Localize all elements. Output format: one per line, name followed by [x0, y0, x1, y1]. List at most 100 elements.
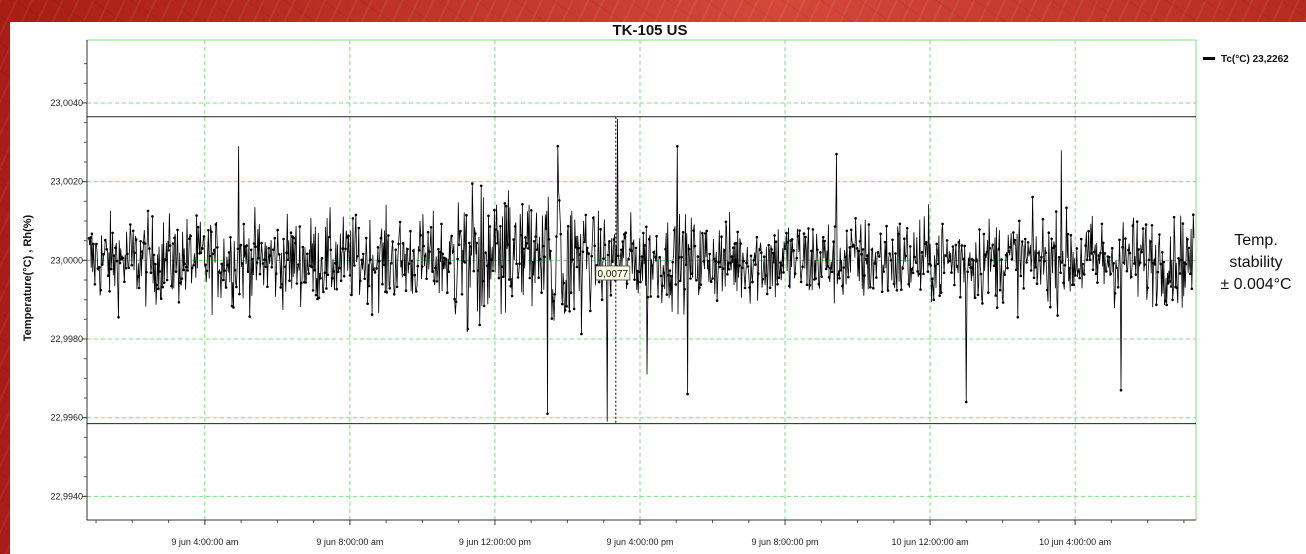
data-point [589, 309, 592, 313]
data-point [889, 259, 893, 262]
data-point [1131, 224, 1135, 227]
data-point [1138, 261, 1142, 264]
data-point [168, 244, 172, 247]
data-point [288, 279, 291, 283]
data-point [274, 272, 278, 276]
data-point [1075, 247, 1079, 250]
data-point [469, 245, 473, 248]
data-point [771, 251, 775, 255]
data-point [1016, 316, 1020, 319]
data-point [361, 252, 365, 256]
data-point [398, 220, 402, 224]
data-point [1097, 254, 1101, 257]
data-point [229, 236, 232, 239]
data-point [192, 264, 195, 267]
y-tick-label: 23,0000 [50, 255, 83, 265]
data-point [1175, 286, 1179, 290]
data-point [631, 242, 635, 245]
data-point [92, 242, 95, 246]
data-point [782, 271, 785, 274]
data-point [603, 243, 607, 247]
data-point [1003, 273, 1006, 277]
cursor[interactable]: 0,0077 [595, 116, 631, 424]
data-point [456, 257, 459, 261]
data-point [839, 269, 843, 272]
data-point [872, 286, 875, 290]
data-point [612, 238, 616, 241]
data-point [587, 252, 591, 255]
legend: Tc(°C) 23,2262 [1203, 54, 1289, 65]
data-point [130, 263, 134, 267]
data-point [499, 225, 502, 228]
data-point [295, 282, 299, 285]
data-point [737, 264, 741, 267]
data-point [973, 296, 977, 300]
data-point [459, 229, 462, 233]
data-point [260, 241, 263, 245]
data-point [864, 258, 868, 261]
data-point [102, 252, 105, 256]
data-point [653, 255, 657, 259]
data-point [485, 264, 489, 268]
data-point [882, 270, 885, 273]
data-point [1057, 255, 1061, 259]
x-tick-label: 9 jun 8:00:00 am [316, 537, 383, 547]
data-point [491, 269, 495, 273]
data-point [99, 288, 103, 292]
data-point [282, 237, 285, 241]
data-point [326, 273, 330, 277]
annotation-line1: Temp. [1234, 232, 1278, 249]
data-point [820, 275, 823, 278]
data-point [1020, 240, 1024, 243]
data-point [698, 286, 701, 289]
data-point [143, 242, 147, 245]
data-point [338, 266, 341, 270]
data-point [1125, 269, 1129, 273]
data-point [440, 222, 443, 226]
data-point [739, 242, 742, 245]
data-point [563, 308, 567, 312]
data-point [444, 257, 448, 261]
data-point [805, 283, 809, 287]
data-point [997, 247, 1000, 251]
data-point [556, 144, 560, 148]
data-point [516, 276, 520, 279]
data-point [841, 284, 844, 288]
data-point [220, 262, 223, 266]
data-point [717, 260, 720, 264]
data-point [776, 283, 779, 286]
data-point [948, 259, 952, 263]
data-point [1137, 248, 1140, 251]
data-point [936, 262, 940, 266]
data-point [350, 293, 353, 297]
data-point [1015, 268, 1018, 272]
data-point [515, 262, 518, 266]
data-point [699, 283, 703, 286]
data-point [692, 229, 695, 232]
data-point [561, 302, 564, 306]
data-point [701, 231, 704, 235]
data-point [640, 255, 644, 258]
data-point [580, 332, 583, 336]
data-point [852, 244, 856, 247]
data-point [524, 236, 527, 239]
data-point [1178, 272, 1182, 275]
data-point [114, 246, 117, 250]
data-point [531, 261, 535, 264]
data-point [233, 268, 237, 272]
data-point [426, 230, 430, 234]
data-point [768, 286, 772, 290]
y-tick-label: 22,9980 [50, 334, 83, 344]
data-point [929, 264, 933, 267]
data-point [518, 262, 521, 266]
y-axis: 22,9940 22,9960 22,9980 23,0000 23,0020 23,00… [50, 40, 88, 520]
data-point [419, 234, 423, 237]
data-point [1000, 258, 1003, 261]
data-point [448, 261, 452, 265]
data-point [478, 323, 482, 327]
data-point [994, 294, 997, 297]
data-point [1150, 224, 1154, 227]
data-point [1168, 280, 1171, 283]
data-point [892, 282, 896, 286]
data-point [562, 281, 565, 285]
